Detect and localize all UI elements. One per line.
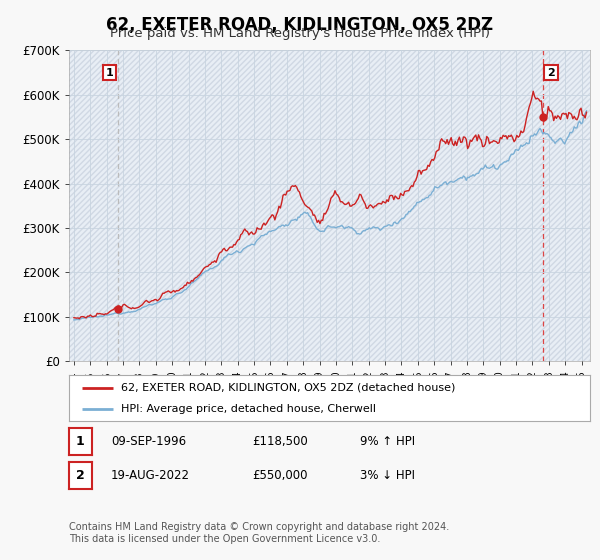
Text: Contains HM Land Registry data © Crown copyright and database right 2024.
This d: Contains HM Land Registry data © Crown c…	[69, 522, 449, 544]
Text: HPI: Average price, detached house, Cherwell: HPI: Average price, detached house, Cher…	[121, 404, 376, 414]
Text: 2: 2	[547, 68, 555, 78]
Text: 09-SEP-1996: 09-SEP-1996	[111, 435, 186, 449]
Text: 1: 1	[106, 68, 113, 78]
Text: 1: 1	[76, 435, 85, 449]
Text: £118,500: £118,500	[252, 435, 308, 449]
Text: 62, EXETER ROAD, KIDLINGTON, OX5 2DZ: 62, EXETER ROAD, KIDLINGTON, OX5 2DZ	[106, 16, 494, 34]
Text: 2: 2	[76, 469, 85, 482]
Text: Price paid vs. HM Land Registry's House Price Index (HPI): Price paid vs. HM Land Registry's House …	[110, 27, 490, 40]
Text: 19-AUG-2022: 19-AUG-2022	[111, 469, 190, 482]
Text: 3% ↓ HPI: 3% ↓ HPI	[360, 469, 415, 482]
Text: £550,000: £550,000	[252, 469, 308, 482]
Text: 62, EXETER ROAD, KIDLINGTON, OX5 2DZ (detached house): 62, EXETER ROAD, KIDLINGTON, OX5 2DZ (de…	[121, 382, 455, 393]
Text: 9% ↑ HPI: 9% ↑ HPI	[360, 435, 415, 449]
